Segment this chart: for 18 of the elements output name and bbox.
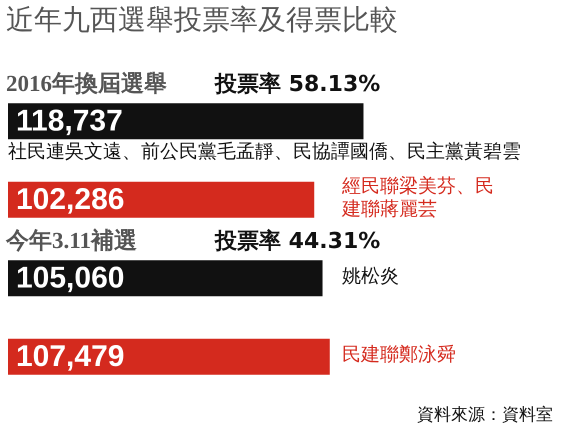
- chart-title: 近年九西選舉投票率及得票比較: [5, 2, 399, 38]
- y-tick-label: 姚松炎: [342, 265, 399, 288]
- annotation: 今年3.11補選: [5, 228, 137, 254]
- data-label: 105,060: [16, 262, 124, 295]
- bar: [8, 338, 330, 375]
- data-label: 102,286: [16, 183, 124, 216]
- annotation: 投票率 44.31%: [214, 228, 380, 254]
- y-tick-label: 社民連吳文遠、前公民黨毛孟靜、民協譚國僑、民主黨黃碧雲: [8, 140, 521, 163]
- y-tick-label: 經民聯梁美芬、民建聯蔣麗芸: [340, 175, 494, 220]
- y-tick-label: 民建聯鄭泳舜: [342, 344, 456, 366]
- bar: [8, 260, 323, 296]
- bar: [8, 182, 314, 218]
- bar: [8, 103, 364, 140]
- annotation: 投票率 58.13%: [214, 70, 380, 97]
- annotation: 2016年換屆選舉: [6, 71, 167, 96]
- data-label: 118,737: [16, 104, 123, 138]
- source-note: 資料來源：資料室: [416, 404, 554, 427]
- data-label: 107,479: [16, 340, 124, 374]
